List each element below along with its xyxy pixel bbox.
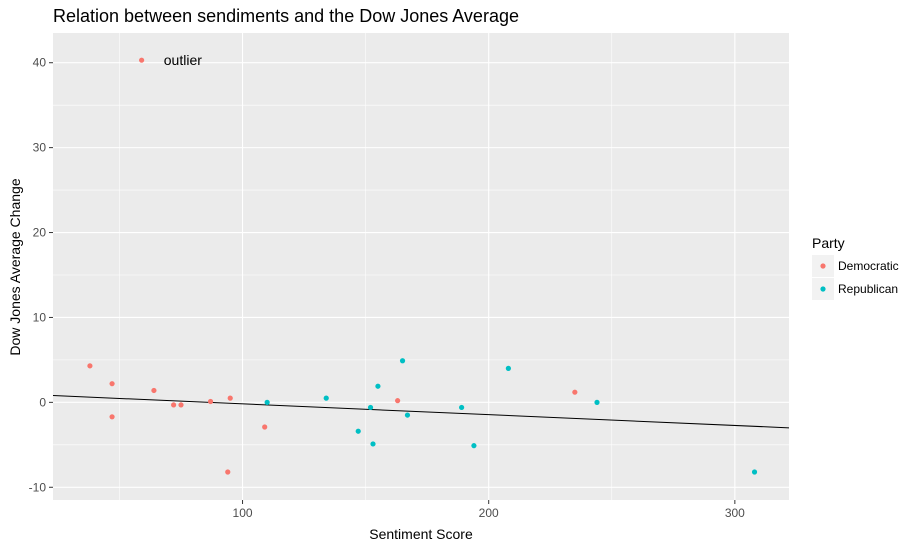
legend-label-democratic: Democratic	[838, 259, 899, 273]
trend-line-group	[52, 395, 790, 429]
data-point-republican	[355, 428, 361, 434]
data-point-democratic	[572, 389, 578, 395]
data-point-democratic	[87, 363, 93, 369]
data-point-democratic	[109, 414, 115, 420]
data-point-republican	[375, 383, 381, 389]
data-point-democratic	[227, 395, 233, 401]
y-tick-label: 40	[33, 56, 47, 70]
data-point-republican	[459, 404, 465, 411]
legend-label-republican: Republican	[838, 282, 898, 296]
y-axis-ticks: -10 0 10 20 30 40	[29, 56, 53, 494]
y-tick-label: -10	[29, 480, 47, 494]
data-point-democratic	[262, 424, 268, 430]
data-point-democratic	[109, 381, 115, 387]
data-point-democratic	[171, 402, 177, 408]
x-tick-label: 300	[725, 506, 745, 520]
data-point-republican	[264, 399, 270, 405]
chart-title: Relation between sendiments and the Dow …	[53, 6, 519, 26]
minor-gridlines	[53, 33, 789, 500]
data-point-republican	[323, 395, 329, 401]
data-point-republican	[370, 441, 376, 447]
x-tick-label: 200	[479, 506, 499, 520]
y-tick-label: 0	[39, 395, 46, 409]
data-point-republican	[751, 469, 758, 475]
data-point-republican	[367, 404, 374, 411]
y-tick-label: 20	[33, 226, 47, 240]
data-point-republican	[594, 399, 600, 405]
data-points	[87, 57, 758, 475]
legend-key-republican	[820, 286, 826, 292]
major-gridlines	[53, 33, 789, 500]
data-point-democratic	[207, 398, 214, 405]
data-point-democratic	[139, 57, 145, 63]
annotations: outlier	[164, 52, 202, 68]
legend-key-democratic	[820, 263, 826, 269]
legend: Party Democratic Republican	[812, 235, 899, 300]
data-point-democratic	[395, 398, 401, 404]
data-point-democratic	[151, 387, 157, 394]
y-tick-label: 10	[33, 310, 47, 324]
data-point-republican	[404, 412, 411, 418]
data-point-republican	[399, 358, 406, 364]
data-point-republican	[505, 365, 511, 371]
data-point-democratic	[225, 469, 231, 475]
annotation-text: outlier	[164, 52, 202, 68]
regression-line	[52, 395, 790, 429]
y-axis-title: Dow Jones Average Change	[7, 178, 23, 355]
x-axis-ticks: 100 200 300	[233, 500, 745, 520]
legend-title: Party	[812, 235, 845, 251]
plot-panel	[53, 33, 789, 500]
data-point-republican	[471, 443, 477, 449]
y-tick-label: 30	[33, 141, 47, 155]
x-axis-title: Sentiment Score	[369, 526, 473, 542]
x-tick-label: 100	[233, 506, 253, 520]
data-point-democratic	[178, 402, 184, 408]
legend-items: Democratic Republican	[812, 255, 899, 300]
